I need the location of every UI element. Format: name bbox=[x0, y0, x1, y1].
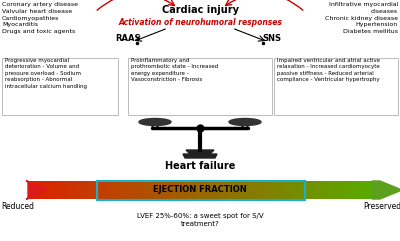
Text: Preserved: Preserved bbox=[363, 202, 400, 211]
Text: LVEF 25%-60%: a sweet spot for S/V
treatment?: LVEF 25%-60%: a sweet spot for S/V treat… bbox=[137, 213, 263, 227]
Text: Reduced: Reduced bbox=[2, 202, 34, 211]
Text: Heart failure: Heart failure bbox=[165, 161, 235, 171]
Text: SNS: SNS bbox=[262, 34, 282, 43]
Text: Cardiac injury: Cardiac injury bbox=[162, 5, 238, 15]
Text: Proinflammatory and
prothrombotic state - Increased
energy expenditure -
Vasocon: Proinflammatory and prothrombotic state … bbox=[131, 58, 218, 82]
FancyArrow shape bbox=[26, 181, 48, 199]
Polygon shape bbox=[183, 154, 217, 158]
FancyBboxPatch shape bbox=[2, 58, 118, 115]
Text: EJECTION FRACTION: EJECTION FRACTION bbox=[153, 186, 247, 194]
Text: Activation of neurohumoral responses: Activation of neurohumoral responses bbox=[118, 18, 282, 27]
Text: Progressive myocardial
deterioration - Volume and
pressure overload - Sodium
rea: Progressive myocardial deterioration - V… bbox=[5, 58, 87, 89]
Ellipse shape bbox=[229, 119, 261, 126]
FancyBboxPatch shape bbox=[128, 58, 272, 115]
FancyArrow shape bbox=[372, 181, 400, 199]
Text: RAAS: RAAS bbox=[115, 34, 141, 43]
Polygon shape bbox=[186, 150, 214, 154]
Text: Impaired ventricular and atrial active
relaxation - Increased cardiomyocyte
pass: Impaired ventricular and atrial active r… bbox=[277, 58, 380, 82]
Text: Coronary artery disease
Valvular heart disease
Cardiomyopathies
Myocarditis
Drug: Coronary artery disease Valvular heart d… bbox=[2, 2, 78, 34]
Ellipse shape bbox=[139, 119, 171, 126]
Text: Infiltrative myocardial
diseases
Chronic kidney disease
Hypertension
Diabetes me: Infiltrative myocardial diseases Chronic… bbox=[325, 2, 398, 34]
FancyBboxPatch shape bbox=[274, 58, 398, 115]
